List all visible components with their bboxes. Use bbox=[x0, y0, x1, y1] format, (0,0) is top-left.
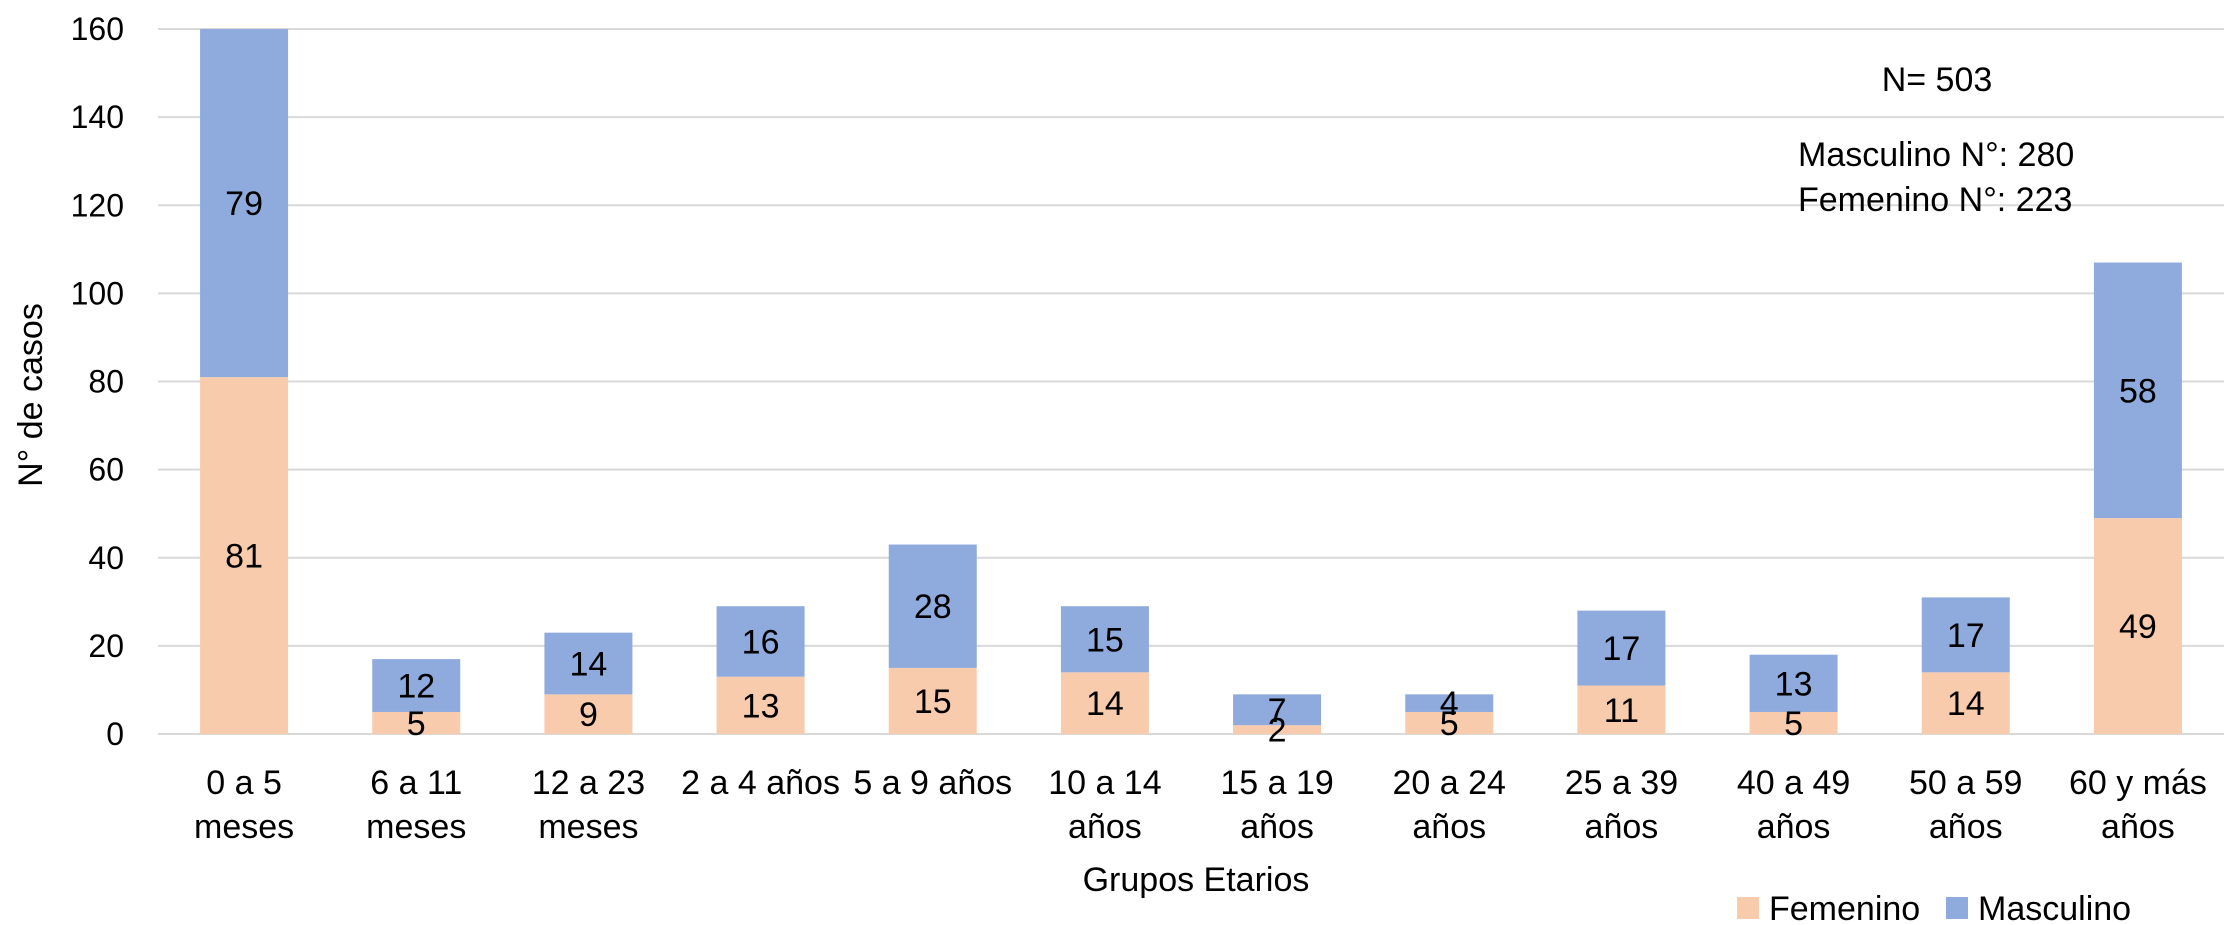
bar-femenino bbox=[1577, 685, 1666, 734]
data-label-masculino: 14 bbox=[570, 646, 608, 684]
bar-femenino bbox=[1749, 711, 1838, 734]
bar-femenino bbox=[1233, 725, 1322, 734]
data-label-femenino: 9 bbox=[579, 696, 598, 734]
data-label-masculino: 58 bbox=[2119, 372, 2157, 410]
x-category-label: años bbox=[1240, 808, 1314, 846]
x-category-label: meses bbox=[366, 808, 466, 846]
bar-masculino bbox=[1405, 694, 1494, 712]
y-tick-label: 0 bbox=[106, 716, 124, 752]
x-category-label: 50 a 59 bbox=[1909, 764, 2022, 802]
data-label-femenino: 14 bbox=[1947, 685, 1985, 723]
bar-masculino bbox=[1749, 654, 1838, 712]
x-category-label: años bbox=[1757, 808, 1831, 846]
bar-femenino bbox=[372, 711, 461, 734]
annotation-masculino: Masculino N°: 280 bbox=[1798, 136, 2074, 174]
x-category-label: 20 a 24 bbox=[1393, 764, 1506, 802]
y-tick-label: 20 bbox=[88, 628, 124, 664]
x-category-label: 0 a 5 bbox=[206, 764, 282, 802]
bar-femenino bbox=[888, 667, 977, 734]
data-label-masculino: 16 bbox=[742, 623, 780, 661]
bar-masculino bbox=[888, 544, 977, 668]
gridlines bbox=[158, 28, 2224, 735]
x-category-label: 60 y más bbox=[2069, 764, 2207, 802]
data-label-masculino: 17 bbox=[1603, 630, 1641, 668]
bar-femenino bbox=[1405, 711, 1494, 734]
y-axis-title: N° de casos bbox=[12, 303, 50, 487]
x-category-label: años bbox=[1412, 808, 1486, 846]
x-axis-title: Grupos Etarios bbox=[1083, 861, 1310, 899]
bar-femenino bbox=[544, 694, 633, 734]
data-label-masculino: 17 bbox=[1947, 617, 1985, 655]
data-label-masculino: 12 bbox=[397, 668, 435, 706]
x-category-label: años bbox=[1585, 808, 1659, 846]
x-category-label: 2 a 4 años bbox=[681, 764, 840, 802]
x-category-label: 25 a 39 bbox=[1565, 764, 1678, 802]
legend-label-masculino: Masculino bbox=[1978, 890, 2131, 925]
x-category-label: años bbox=[2101, 808, 2175, 846]
x-category-label: meses bbox=[194, 808, 294, 846]
bar-masculino bbox=[1577, 610, 1666, 686]
y-tick-label: 120 bbox=[71, 187, 124, 223]
y-tick-label: 140 bbox=[71, 99, 124, 135]
bar-femenino bbox=[200, 377, 289, 734]
y-tick-label: 160 bbox=[71, 11, 124, 47]
data-label-masculino: 4 bbox=[1440, 685, 1459, 723]
legend-label-femenino: Femenino bbox=[1769, 890, 1920, 925]
annotation-box: N= 503 Masculino N°: 280 Femenino N°: 22… bbox=[1798, 61, 2074, 219]
data-label-femenino: 13 bbox=[742, 687, 780, 725]
y-tick-label: 100 bbox=[71, 275, 124, 311]
legend-swatch-femenino bbox=[1737, 897, 1759, 919]
x-category-label: meses bbox=[538, 808, 638, 846]
data-label-femenino: 5 bbox=[407, 705, 426, 743]
data-label-masculino: 13 bbox=[1775, 665, 1813, 703]
data-label-masculino: 7 bbox=[1268, 692, 1287, 730]
legend: Femenino Masculino bbox=[1737, 890, 2131, 925]
bar-femenino bbox=[1060, 672, 1149, 734]
bar-masculino bbox=[1060, 606, 1149, 673]
x-category-label: 5 a 9 años bbox=[853, 764, 1012, 802]
data-label-femenino: 11 bbox=[1604, 692, 1639, 730]
data-label-femenino: 49 bbox=[2119, 608, 2157, 646]
data-label-femenino: 5 bbox=[1440, 705, 1459, 743]
x-category-label: 40 a 49 bbox=[1737, 764, 1850, 802]
data-label-femenino: 14 bbox=[1086, 685, 1124, 723]
y-tick-label: 80 bbox=[88, 364, 124, 400]
x-category-label: años bbox=[1068, 808, 1142, 846]
y-tick-label: 40 bbox=[88, 540, 124, 576]
bar-femenino bbox=[716, 676, 805, 734]
bar-femenino bbox=[1921, 672, 2010, 734]
data-label-masculino: 15 bbox=[1086, 621, 1124, 659]
x-axis-categories: 0 a 5 meses 6 a 11 meses 12 a 23 meses 2 a 4 a… bbox=[194, 764, 2207, 846]
bar-masculino bbox=[1233, 694, 1322, 726]
bar-masculino bbox=[200, 29, 289, 378]
legend-swatch-masculino bbox=[1946, 897, 1968, 919]
data-label-masculino: 79 bbox=[225, 185, 263, 223]
bars bbox=[200, 29, 2182, 734]
data-label-femenino: 81 bbox=[225, 538, 263, 576]
bar-masculino bbox=[2093, 262, 2182, 519]
x-category-label: años bbox=[1929, 808, 2003, 846]
x-category-label: 6 a 11 bbox=[370, 764, 462, 802]
y-tick-label: 60 bbox=[88, 452, 124, 488]
x-category-label: 12 a 23 bbox=[532, 764, 645, 802]
bar-masculino bbox=[716, 606, 805, 677]
bar-femenino bbox=[2093, 518, 2182, 734]
bar-masculino bbox=[544, 632, 633, 695]
y-axis-ticks: 0 20 40 60 80 100 120 140 160 bbox=[71, 11, 124, 752]
data-label-femenino: 15 bbox=[914, 683, 952, 721]
data-label-masculino: 28 bbox=[914, 588, 952, 626]
annotation-total: N= 503 bbox=[1882, 61, 1993, 99]
x-category-label: 10 a 14 bbox=[1048, 764, 1161, 802]
data-label-femenino: 5 bbox=[1784, 705, 1803, 743]
bar-masculino bbox=[1921, 597, 2010, 673]
data-label-femenino: 2 bbox=[1268, 712, 1287, 750]
annotation-femenino: Femenino N°: 223 bbox=[1798, 181, 2072, 219]
x-category-label: 15 a 19 bbox=[1220, 764, 1333, 802]
bar-masculino bbox=[372, 659, 461, 712]
